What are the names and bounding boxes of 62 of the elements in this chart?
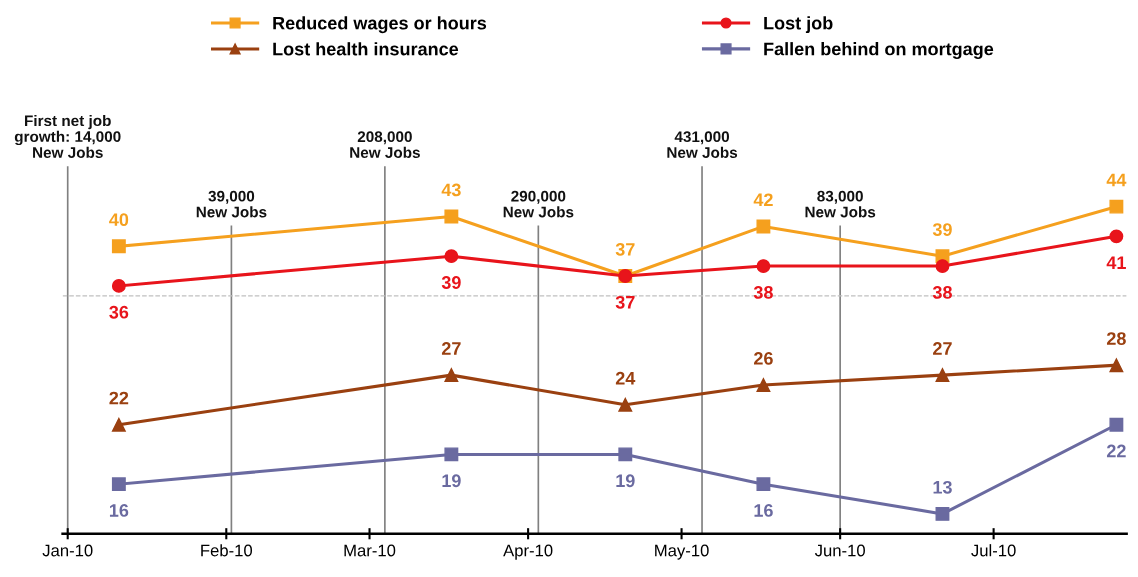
data-label: 37: [615, 242, 635, 256]
legend-label: Lost health insurance: [273, 42, 459, 56]
x-tick-label: Jun-10: [814, 544, 865, 557]
ref-line-label: 83,000 New Jobs: [805, 190, 876, 218]
ref-line-label: 431,000 New Jobs: [667, 131, 738, 158]
point: [1109, 358, 1124, 373]
ref-line-label: First net job growth: 14,000 New Jobs: [14, 114, 121, 158]
point: [756, 477, 771, 492]
data-label: 41: [1106, 256, 1126, 269]
ref-line-label: 290,000 New Jobs: [503, 190, 574, 218]
point: [1109, 417, 1124, 432]
legend-label: Lost job: [764, 16, 833, 34]
point: [111, 417, 126, 432]
x-tick-label: May-10: [655, 544, 709, 560]
point: [111, 278, 126, 293]
ref-line-label: 208,000 New Jobs: [350, 131, 420, 158]
point: [111, 239, 126, 254]
data-label: 27: [933, 342, 952, 355]
point: [444, 447, 459, 462]
point: [935, 506, 950, 521]
data-label: 39: [932, 223, 952, 236]
data-label: 22: [109, 391, 129, 405]
data-label: 40: [109, 213, 129, 227]
data-label: 43: [441, 183, 461, 197]
point: [1109, 229, 1124, 244]
point: [444, 249, 459, 264]
x-tick-label: Jul-10: [971, 544, 1016, 557]
data-label: 39: [441, 276, 461, 289]
point: [444, 368, 459, 383]
point: [111, 477, 126, 492]
data-label: 24: [615, 371, 636, 385]
data-label: 19: [616, 474, 635, 488]
legend-label: Fallen behind on mortgage: [764, 42, 994, 60]
data-label: 44: [1106, 173, 1127, 187]
data-label: 28: [1106, 332, 1126, 345]
point: [444, 209, 459, 224]
point: [935, 368, 950, 383]
point: [1109, 199, 1124, 214]
point: [756, 259, 771, 274]
point: [756, 219, 771, 234]
ref-line-label: 39,000 New Jobs: [196, 190, 267, 218]
data-label: 37: [615, 295, 635, 309]
data-label: 42: [753, 193, 773, 207]
x-tick-label: Feb-10: [201, 544, 253, 557]
x-tick-label: Jan-10: [42, 544, 93, 557]
data-label: 16: [109, 504, 129, 517]
legend-label: Reduced wages or hours: [273, 16, 487, 34]
point: [756, 378, 771, 392]
data-label: 38: [932, 286, 952, 299]
data-label: 36: [109, 305, 129, 319]
data-label: 27: [441, 342, 461, 355]
point: [618, 397, 633, 412]
point: [618, 447, 633, 462]
data-label: 22: [1106, 444, 1126, 458]
x-tick-label: Apr-10: [503, 544, 553, 560]
data-label: 13: [933, 480, 952, 494]
point: [935, 259, 950, 274]
x-tick-label: Mar-10: [344, 544, 396, 557]
data-label: 19: [442, 474, 461, 488]
data-label: 16: [754, 504, 773, 517]
data-label: 38: [753, 286, 773, 299]
data-label: 26: [754, 352, 773, 365]
